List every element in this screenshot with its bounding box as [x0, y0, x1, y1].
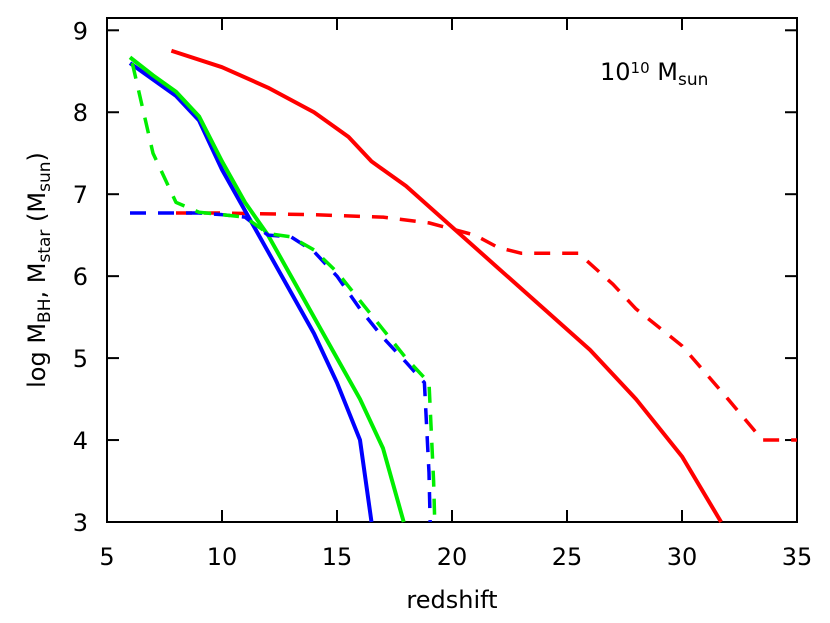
text-part: sun: [35, 161, 55, 191]
line-series: [176, 211, 797, 442]
x-tick-label: 30: [667, 543, 698, 571]
x-tick-label: 20: [437, 543, 468, 571]
text-part: sun: [678, 70, 708, 90]
y-tick-label: 3: [73, 509, 88, 537]
annotation: 1010 Msun: [600, 58, 708, 90]
text-part: 10: [600, 58, 631, 86]
y-tick-label: 7: [73, 181, 88, 209]
text-part: (M: [23, 192, 51, 230]
x-axis-label: redshift: [406, 586, 497, 614]
line-series: [170, 48, 723, 524]
x-tick-label: 15: [322, 543, 353, 571]
plot-frame: [106, 17, 798, 523]
text-part: , M: [23, 263, 51, 299]
x-tick-label: 35: [782, 543, 813, 571]
y-axis-label: log MBH, Mstar (Msun): [23, 152, 55, 388]
y-tick-label: 5: [73, 345, 88, 373]
y-tick-label: 9: [73, 17, 88, 45]
text-part: BH: [35, 299, 55, 323]
text-part: 10: [631, 59, 650, 77]
text-part: M: [650, 58, 678, 86]
y-tick-label: 4: [73, 427, 88, 455]
line-series: [130, 62, 437, 523]
text-part: log M: [23, 323, 51, 388]
text-part: ): [23, 152, 51, 161]
line-series: [128, 61, 374, 523]
y-tick-label: 8: [73, 99, 88, 127]
x-tick-label: 25: [552, 543, 583, 571]
x-tick-label: 5: [99, 543, 114, 571]
text-part: star: [35, 230, 55, 263]
y-tick-label: 6: [73, 263, 88, 291]
x-tick-label: 10: [207, 543, 238, 571]
